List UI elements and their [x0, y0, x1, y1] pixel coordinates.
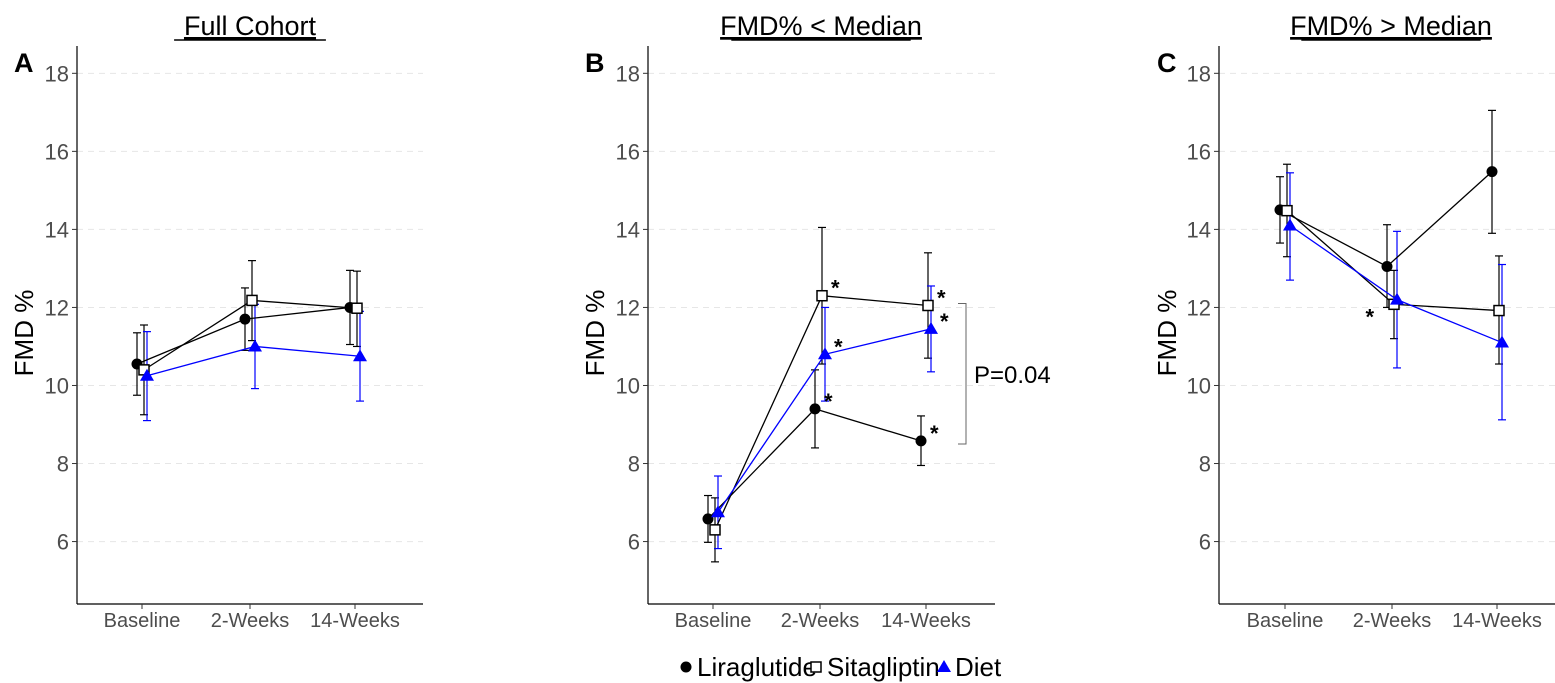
- legend-marker-liraglutide: [680, 661, 692, 673]
- data-point-sitagliptin: [816, 289, 828, 302]
- data-point-diet: [140, 368, 154, 381]
- y-tick-label: 6: [1199, 530, 1211, 555]
- data-point-diet: [924, 321, 938, 334]
- data-point-diet: [353, 349, 367, 362]
- data-point-liraglutide: [1381, 260, 1393, 272]
- y-tick-label: 12: [45, 295, 69, 320]
- y-tick-label: 10: [616, 373, 640, 398]
- data-point-diet: [1495, 335, 1509, 348]
- y-tick-label: 12: [616, 295, 640, 320]
- data-point-diet: [818, 347, 832, 360]
- data-point-liraglutide: [1486, 166, 1498, 178]
- data-point-liraglutide: [915, 435, 927, 447]
- p-value-label: P=0.04: [974, 362, 1051, 389]
- y-tick-label: 8: [1199, 452, 1211, 477]
- panel-b: 6 8 10 12 14 16 18 Baseline 2-Weeks 14-Weeks B FMD%…: [580, 11, 1051, 632]
- data-point-diet: [1283, 218, 1297, 231]
- data-point-liraglutide: [239, 313, 251, 325]
- panel-letter: B: [585, 48, 605, 78]
- data-point-liraglutide: [809, 403, 821, 415]
- significance-star: *: [834, 334, 843, 359]
- legend-marker-diet: [937, 660, 951, 672]
- y-tick-label: 18: [616, 61, 640, 86]
- data-point-sitagliptin: [1281, 204, 1293, 217]
- series-line-diet: [1289, 224, 1503, 344]
- y-tick-label: 14: [45, 217, 69, 242]
- x-tick-label: Baseline: [104, 610, 181, 632]
- x-tick-label: 2-Weeks: [781, 610, 860, 632]
- y-tick-label: 10: [45, 373, 69, 398]
- x-tick-label: 14-Weeks: [881, 610, 971, 632]
- comparison-bracket: [958, 303, 967, 445]
- y-tick-label: 18: [1187, 61, 1211, 86]
- significance-star: *: [940, 309, 949, 334]
- data-point-sitagliptin: [351, 302, 363, 314]
- data-point-sitagliptin: [709, 524, 721, 536]
- significance-star: *: [930, 421, 939, 446]
- y-tick-label: 16: [1187, 139, 1211, 164]
- significance-star: *: [824, 389, 833, 414]
- data-point-diet: [711, 505, 725, 518]
- legend-label-diet: Diet: [955, 652, 1002, 682]
- data-point-diet: [248, 339, 262, 352]
- x-tick-label: 14-Weeks: [310, 610, 400, 632]
- panel-a: 6 8 10 12 14 16 18 Baseline 2-Weeks 14-Weeks A Full…: [9, 11, 423, 632]
- y-tick-label: 18: [45, 61, 69, 86]
- y-tick-label: 6: [628, 530, 640, 555]
- y-tick-label: 8: [57, 452, 69, 477]
- legend: Liraglutide Sitagliptin Diet: [680, 652, 1002, 682]
- panel-title: FMD% > Median: [1290, 11, 1492, 41]
- x-tick-label: 14-Weeks: [1452, 610, 1542, 632]
- y-axis-label: FMD %: [9, 290, 39, 377]
- panel-letter: C: [1157, 48, 1177, 78]
- y-tick-label: 8: [628, 452, 640, 477]
- panel-c: 6 8 10 12 14 16 18 Baseline 2-Weeks 14-Weeks C FMD%…: [1152, 11, 1555, 632]
- legend-label-sitagliptin: Sitagliptin: [827, 652, 940, 682]
- y-tick-label: 6: [57, 530, 69, 555]
- data-point-sitagliptin: [922, 299, 934, 312]
- x-tick-label: 2-Weeks: [1353, 610, 1432, 632]
- series-line-liraglutide: [1279, 171, 1493, 268]
- x-tick-label: Baseline: [675, 610, 752, 632]
- panel-title: Full Cohort: [184, 11, 317, 41]
- y-tick-label: 12: [1187, 295, 1211, 320]
- legend-label-liraglutide: Liraglutide: [697, 652, 817, 682]
- significance-star: *: [937, 285, 946, 310]
- significance-star: *: [1365, 304, 1374, 329]
- data-point-sitagliptin: [1493, 304, 1505, 317]
- y-tick-label: 14: [1187, 217, 1211, 242]
- data-point-diet: [1390, 292, 1404, 305]
- panel-title: FMD% < Median: [720, 11, 922, 41]
- panel-letter: A: [14, 48, 34, 78]
- x-tick-label: 2-Weeks: [211, 610, 290, 632]
- y-axis-label: FMD %: [1152, 290, 1182, 377]
- y-tick-label: 14: [616, 217, 640, 242]
- y-tick-label: 10: [1187, 373, 1211, 398]
- y-tick-label: 16: [45, 139, 69, 164]
- data-point-liraglutide: [702, 513, 714, 525]
- data-point-sitagliptin: [246, 294, 258, 307]
- significance-star: *: [831, 276, 840, 301]
- x-tick-label: Baseline: [1247, 610, 1324, 632]
- legend-marker-sitagliptin: [810, 661, 822, 673]
- y-tick-label: 16: [616, 139, 640, 164]
- y-axis-label: FMD %: [580, 290, 610, 377]
